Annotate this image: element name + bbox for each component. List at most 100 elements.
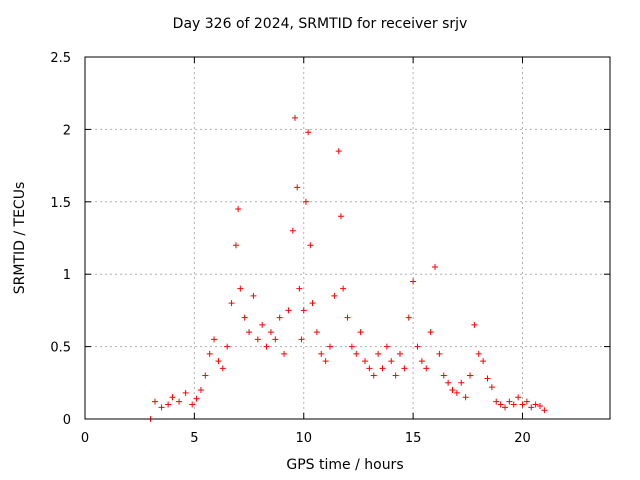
data-point xyxy=(165,401,172,408)
data-point xyxy=(462,394,469,401)
data-point xyxy=(392,372,399,379)
axis-ticks: 0 5 10 15 20 0 0.5 1 1.5 2 2.5 xyxy=(50,51,610,446)
data-point xyxy=(250,292,257,299)
data-point xyxy=(309,300,316,307)
data-point xyxy=(353,350,360,357)
data-point xyxy=(322,358,329,365)
data-point xyxy=(197,387,204,394)
data-point xyxy=(445,379,452,386)
data-point xyxy=(337,213,344,220)
y-tick-label: 0.5 xyxy=(50,341,71,356)
data-point xyxy=(497,401,504,408)
data-point xyxy=(414,343,421,350)
x-tick-label: 0 xyxy=(81,431,89,446)
data-point xyxy=(427,329,434,336)
y-tick-label: 2.5 xyxy=(50,51,71,66)
data-point xyxy=(313,329,320,336)
data-point xyxy=(471,321,478,328)
data-point xyxy=(232,242,239,249)
data-point xyxy=(202,372,209,379)
data-point xyxy=(480,358,487,365)
data-point xyxy=(263,343,270,350)
data-point xyxy=(467,372,473,379)
x-tick-label: 15 xyxy=(405,431,422,446)
data-point xyxy=(541,407,548,414)
data-point xyxy=(405,314,412,321)
data-point xyxy=(331,292,338,299)
chart-title: Day 326 of 2024, SRMTID for receiver srj… xyxy=(172,16,468,32)
data-point xyxy=(397,350,403,357)
data-point xyxy=(523,398,530,405)
data-point xyxy=(215,358,222,365)
data-point xyxy=(344,314,351,321)
data-point xyxy=(254,336,261,343)
data-point xyxy=(383,343,390,350)
data-point xyxy=(510,401,517,408)
data-point xyxy=(241,314,248,321)
data-point xyxy=(327,343,333,350)
data-point xyxy=(259,321,266,328)
data-point xyxy=(375,350,382,357)
data-point xyxy=(292,114,298,121)
data-point xyxy=(305,129,312,136)
data-point xyxy=(366,365,373,372)
data-point xyxy=(285,307,292,314)
x-axis-label: GPS time / hours xyxy=(286,457,404,473)
data-point xyxy=(267,329,274,336)
y-axis-label: SRMTID / TECUs xyxy=(12,181,28,295)
gridlines xyxy=(85,57,610,419)
data-point xyxy=(506,398,513,405)
data-point xyxy=(432,263,438,270)
plot-frame xyxy=(84,56,611,420)
data-point xyxy=(410,278,417,285)
data-point xyxy=(176,398,183,405)
data-point xyxy=(484,375,491,382)
data-point xyxy=(493,398,500,405)
data-point xyxy=(189,401,196,408)
data-point xyxy=(169,394,176,401)
y-tick-label: 0 xyxy=(63,413,71,428)
data-point xyxy=(335,148,342,155)
data-point xyxy=(307,242,314,249)
data-point xyxy=(519,401,526,408)
data-point xyxy=(379,365,386,372)
data-point xyxy=(418,358,425,365)
x-tick-label: 20 xyxy=(514,431,531,446)
y-tick-label: 2 xyxy=(63,123,71,138)
data-point xyxy=(348,343,355,350)
data-point xyxy=(440,372,447,379)
data-point xyxy=(298,336,305,343)
data-point xyxy=(388,358,395,365)
data-point xyxy=(235,206,242,213)
data-point xyxy=(370,372,377,379)
data-point xyxy=(193,395,200,402)
data-point xyxy=(401,365,408,372)
x-tick-label: 5 xyxy=(190,431,198,446)
data-point xyxy=(182,389,189,396)
data-point xyxy=(537,402,543,409)
data-point xyxy=(272,336,279,343)
data-point xyxy=(224,343,231,350)
data-point xyxy=(362,358,368,365)
data-point xyxy=(502,404,508,411)
data-point xyxy=(318,350,325,357)
data-point xyxy=(246,329,253,336)
x-tick-label: 10 xyxy=(295,431,312,446)
data-point xyxy=(158,404,165,411)
data-point xyxy=(340,285,347,292)
data-point xyxy=(475,350,482,357)
data-point xyxy=(532,401,539,408)
data-point xyxy=(488,384,495,391)
data-point xyxy=(294,184,301,191)
data-point xyxy=(515,394,522,401)
data-point xyxy=(289,227,296,234)
data-point xyxy=(458,379,465,386)
data-point xyxy=(211,336,218,343)
data-point xyxy=(152,398,158,405)
data-point xyxy=(302,198,309,205)
data-point xyxy=(296,285,303,292)
data-point xyxy=(357,329,364,336)
data-point xyxy=(281,350,288,357)
data-point xyxy=(449,387,456,394)
